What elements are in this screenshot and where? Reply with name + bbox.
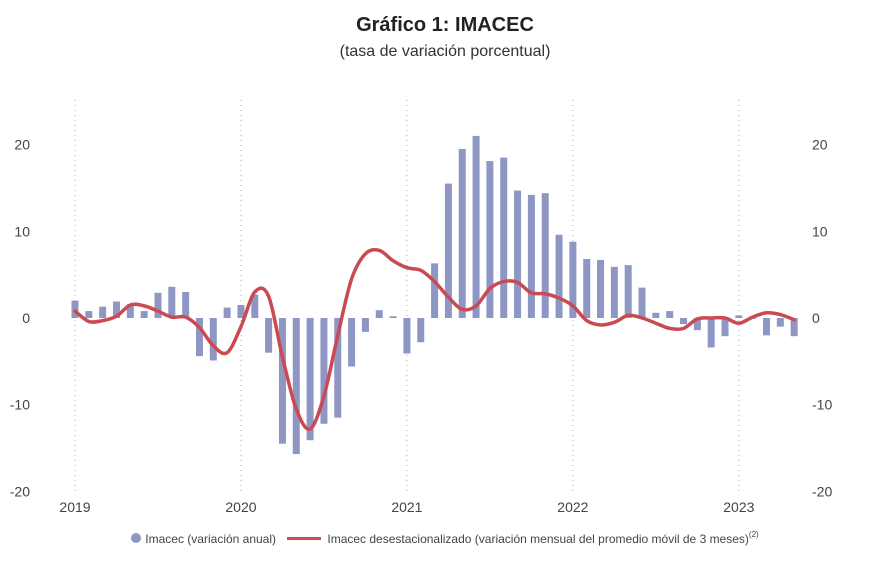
- bar-5: [140, 311, 148, 318]
- bar-44: [680, 318, 688, 325]
- bar-16: [292, 318, 300, 455]
- legend-bar-swatch: [131, 533, 142, 544]
- left-axis: -20 -10 0 10 20: [10, 137, 30, 500]
- bar-18: [320, 318, 328, 424]
- bar-15: [278, 318, 286, 444]
- bar-10: [209, 318, 217, 361]
- legend-line-label: Imacec desestacionalizado (variación men…: [327, 531, 749, 546]
- x-axis: 2019 2020 2021 2022 2023: [59, 499, 754, 515]
- bar-7: [168, 286, 176, 318]
- bar-50: [763, 318, 770, 336]
- bar-36: [569, 241, 577, 318]
- bar-21: [361, 318, 369, 332]
- x-tick-label: 2019: [59, 499, 90, 515]
- bar-39: [610, 266, 618, 318]
- y-tick-left: 20: [14, 137, 30, 153]
- legend: Imacec (variación anual) Imacec desestac…: [0, 530, 890, 546]
- bar-2: [99, 306, 107, 318]
- bar-6: [154, 292, 162, 318]
- y-tick-right: 20: [812, 137, 828, 153]
- bar-34: [541, 193, 549, 318]
- bar-23: [389, 316, 397, 318]
- y-tick-left: -20: [10, 483, 30, 499]
- bar-46: [707, 318, 715, 348]
- bar-17: [306, 318, 314, 441]
- y-tick-left: 10: [14, 223, 30, 239]
- bar-26: [431, 263, 439, 318]
- x-tick-label: 2022: [557, 499, 588, 515]
- legend-bar-label: Imacec (variación anual): [145, 531, 277, 546]
- bar-20: [348, 318, 356, 367]
- bar-28: [458, 148, 466, 318]
- bar-11: [223, 307, 231, 318]
- bar-51: [776, 318, 784, 327]
- y-tick-left: 0: [22, 310, 30, 326]
- bar-19: [334, 318, 342, 418]
- y-tick-right: 10: [812, 223, 828, 239]
- bar-1: [85, 311, 93, 318]
- bar-29: [472, 135, 480, 318]
- bar-35: [555, 234, 563, 318]
- bar-8: [182, 291, 190, 318]
- series-line: [73, 247, 796, 431]
- bar-32: [514, 190, 522, 318]
- line-layer: [73, 247, 796, 431]
- bar-22: [375, 310, 383, 318]
- y-tick-right: -10: [812, 397, 832, 413]
- y-tick-right: -20: [812, 483, 832, 499]
- bar-48: [735, 315, 743, 318]
- bar-13: [251, 294, 259, 318]
- y-tick-right: 0: [812, 310, 820, 326]
- legend-line-swatch: [287, 537, 322, 541]
- bar-12: [237, 304, 245, 318]
- legend-item-line: Imacec desestacionalizado (variación men…: [287, 530, 759, 546]
- x-tick-label: 2021: [391, 499, 422, 515]
- bar-43: [666, 311, 674, 318]
- bars-layer: [71, 135, 798, 455]
- x-tick-label: 2020: [225, 499, 256, 515]
- bar-27: [444, 183, 452, 318]
- bar-41: [638, 287, 646, 318]
- legend-item-bars: Imacec (variación anual): [131, 531, 277, 546]
- bar-25: [417, 318, 425, 343]
- bar-30: [486, 161, 494, 318]
- bar-14: [265, 318, 273, 353]
- bar-33: [527, 194, 535, 318]
- bar-3: [112, 301, 120, 318]
- bar-52: [790, 318, 798, 337]
- chart-subtitle: (tasa de variación porcentual): [339, 43, 551, 60]
- bar-45: [693, 318, 701, 331]
- legend-footnote: (2): [748, 530, 759, 539]
- y-tick-left: -10: [10, 397, 30, 413]
- bar-31: [500, 157, 508, 318]
- chart-title: Gráfico 1: IMACEC: [356, 14, 534, 36]
- bar-4: [126, 304, 134, 318]
- bar-40: [624, 265, 632, 318]
- bar-47: [721, 318, 729, 337]
- right-axis: -20 -10 0 10 20: [812, 137, 832, 500]
- x-tick-label: 2023: [723, 499, 754, 515]
- bar-9: [195, 318, 203, 357]
- bar-42: [652, 312, 660, 318]
- bar-24: [403, 318, 411, 354]
- bar-38: [597, 259, 605, 318]
- bar-37: [583, 259, 591, 318]
